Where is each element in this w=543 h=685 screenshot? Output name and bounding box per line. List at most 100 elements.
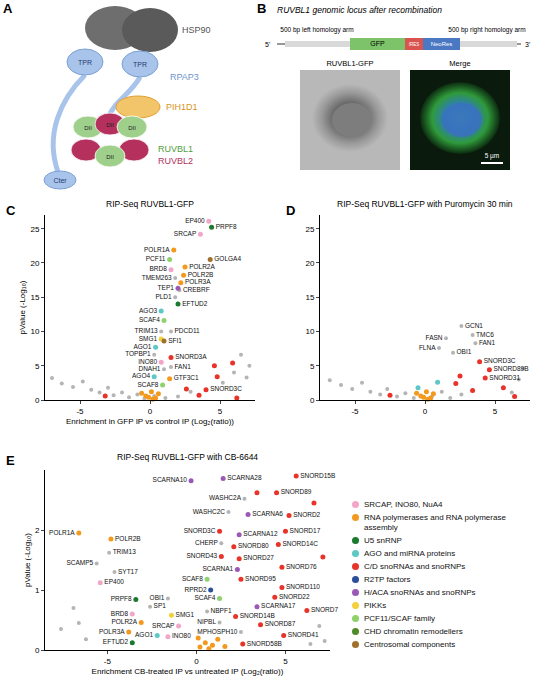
svg-text:RIP-Seq RUVBL1-GFP: RIP-Seq RUVBL1-GFP bbox=[106, 199, 194, 209]
svg-text:SRCAP: SRCAP bbox=[174, 230, 196, 237]
svg-text:5: 5 bbox=[218, 407, 223, 416]
svg-text:NIPBL: NIPBL bbox=[197, 618, 216, 625]
svg-text:5: 5 bbox=[493, 407, 498, 416]
svg-text:SCAMP5: SCAMP5 bbox=[66, 559, 93, 566]
svg-text:SNORD7: SNORD7 bbox=[311, 606, 338, 613]
svg-text:SNORD76: SNORD76 bbox=[286, 563, 317, 570]
svg-text:10: 10 bbox=[305, 327, 314, 336]
svg-text:SNORD22: SNORD22 bbox=[279, 593, 310, 600]
svg-text:EP400: EP400 bbox=[185, 217, 205, 224]
svg-text:PDCD11: PDCD11 bbox=[175, 327, 201, 334]
svg-text:SNORD27: SNORD27 bbox=[243, 554, 274, 561]
svg-text:SCAF8: SCAF8 bbox=[182, 575, 203, 582]
svg-text:0: 0 bbox=[35, 646, 40, 655]
svg-text:D: D bbox=[286, 203, 295, 218]
svg-text:BRD8: BRD8 bbox=[150, 265, 168, 272]
svg-text:IRES: IRES bbox=[409, 42, 420, 47]
svg-text:-5: -5 bbox=[104, 657, 112, 666]
svg-text:SNORD89: SNORD89 bbox=[281, 488, 312, 495]
svg-text:5 µm: 5 µm bbox=[485, 152, 500, 160]
svg-text:Enrichment CB-treated IP vs un: Enrichment CB-treated IP vs untreated IP… bbox=[92, 667, 284, 676]
svg-text:5: 5 bbox=[35, 362, 40, 371]
svg-text:20: 20 bbox=[305, 259, 314, 268]
svg-text:SNORD14C: SNORD14C bbox=[282, 540, 318, 547]
svg-text:RPRD2: RPRD2 bbox=[184, 586, 206, 593]
svg-text:FAN1: FAN1 bbox=[479, 339, 496, 346]
svg-text:Cter: Cter bbox=[53, 177, 67, 184]
svg-text:SNORD87: SNORD87 bbox=[265, 620, 296, 627]
svg-text:MPHOSPH10: MPHOSPH10 bbox=[197, 628, 237, 635]
svg-text:WASHC2C: WASHC2C bbox=[193, 508, 226, 515]
svg-text:POLR1A: POLR1A bbox=[49, 529, 75, 536]
svg-text:GCN1: GCN1 bbox=[465, 322, 483, 329]
svg-text:AGO1: AGO1 bbox=[135, 631, 153, 638]
svg-text:CHERP: CHERP bbox=[195, 539, 218, 546]
svg-text:POLR3A: POLR3A bbox=[185, 278, 211, 285]
svg-text:DII: DII bbox=[84, 125, 92, 131]
svg-text:SCARNA28: SCARNA28 bbox=[227, 474, 262, 481]
svg-text:RPAP3: RPAP3 bbox=[170, 72, 199, 82]
svg-text:EFTUD2: EFTUD2 bbox=[182, 300, 208, 307]
svg-text:B: B bbox=[257, 1, 266, 16]
svg-text:SNORD41: SNORD41 bbox=[288, 631, 319, 638]
svg-text:SNORD3C: SNORD3C bbox=[210, 385, 242, 392]
svg-text:WASHC2A: WASHC2A bbox=[209, 494, 242, 501]
svg-text:POLR2B: POLR2B bbox=[115, 535, 141, 542]
svg-text:GOLGA4: GOLGA4 bbox=[214, 255, 241, 262]
svg-text:pValue (-Log₁₀): pValue (-Log₁₀) bbox=[23, 533, 32, 587]
svg-text:TPR: TPR bbox=[78, 59, 92, 66]
svg-text:FLNA: FLNA bbox=[419, 344, 436, 351]
svg-text:0: 0 bbox=[35, 396, 40, 405]
svg-text:SNORD3C: SNORD3C bbox=[484, 357, 516, 364]
svg-text:0: 0 bbox=[148, 407, 153, 416]
svg-text:BRD8: BRD8 bbox=[111, 610, 129, 617]
svg-text:POLR1A: POLR1A bbox=[144, 246, 170, 253]
svg-text:-5: -5 bbox=[76, 407, 84, 416]
svg-text:SNORD3A: SNORD3A bbox=[175, 353, 207, 360]
svg-text:GFP: GFP bbox=[370, 40, 385, 47]
svg-text:RIP-Seq RUVBL1-GFP with Puromy: RIP-Seq RUVBL1-GFP with Puromycin 30 min bbox=[337, 199, 513, 209]
svg-text:3': 3' bbox=[525, 41, 530, 48]
svg-text:SYT17: SYT17 bbox=[118, 568, 138, 575]
svg-text:Enrichment in GFP IP vs contro: Enrichment in GFP IP vs control IP (Log₂… bbox=[66, 417, 234, 426]
svg-text:SNORD2: SNORD2 bbox=[293, 511, 320, 518]
svg-text:DII: DII bbox=[128, 125, 136, 131]
svg-text:POLR2A: POLR2A bbox=[111, 618, 137, 625]
svg-text:PLD1: PLD1 bbox=[155, 293, 172, 300]
svg-text:SCARNA1: SCARNA1 bbox=[203, 565, 234, 572]
svg-text:SRCAP: SRCAP bbox=[152, 622, 174, 629]
svg-text:POLR2A: POLR2A bbox=[189, 263, 215, 270]
svg-text:INO80: INO80 bbox=[138, 358, 157, 365]
svg-text:RUVBL1-GFP: RUVBL1-GFP bbox=[326, 59, 373, 68]
svg-text:SNORD89B: SNORD89B bbox=[494, 365, 529, 372]
svg-text:pValue (-Log₁₀): pValue (-Log₁₀) bbox=[18, 280, 27, 334]
svg-text:0: 0 bbox=[310, 396, 315, 405]
svg-text:5: 5 bbox=[283, 657, 288, 666]
svg-text:AGO3: AGO3 bbox=[139, 307, 157, 314]
svg-text:CREBRF: CREBRF bbox=[183, 286, 210, 293]
svg-text:EFTUD2: EFTUD2 bbox=[103, 638, 129, 645]
svg-text:1: 1 bbox=[35, 586, 40, 595]
svg-text:SCARNA10: SCARNA10 bbox=[153, 476, 188, 483]
svg-text:OBI1: OBI1 bbox=[457, 348, 472, 355]
svg-text:TRIM13: TRIM13 bbox=[135, 327, 159, 334]
svg-text:RUVBL1 genomic locus after rec: RUVBL1 genomic locus after recombination bbox=[277, 5, 442, 15]
svg-text:TMEM263: TMEM263 bbox=[142, 274, 172, 281]
svg-text:FASN: FASN bbox=[426, 334, 443, 341]
svg-text:RUVBL1: RUVBL1 bbox=[158, 144, 193, 154]
svg-text:20: 20 bbox=[30, 259, 39, 268]
svg-text:AGO4: AGO4 bbox=[132, 372, 150, 379]
svg-text:GTF3C1: GTF3C1 bbox=[174, 374, 199, 381]
svg-text:DII: DII bbox=[106, 122, 114, 128]
svg-text:INO80: INO80 bbox=[172, 632, 191, 639]
svg-text:SMG1: SMG1 bbox=[176, 611, 195, 618]
svg-text:SNORD15B: SNORD15B bbox=[300, 472, 335, 479]
svg-text:C: C bbox=[6, 203, 16, 218]
svg-text:EP400: EP400 bbox=[104, 578, 124, 585]
svg-text:RUVBL2: RUVBL2 bbox=[158, 156, 193, 166]
svg-text:0: 0 bbox=[194, 657, 199, 666]
svg-text:SCARNA12: SCARNA12 bbox=[243, 530, 278, 537]
svg-text:SCARNA17: SCARNA17 bbox=[261, 602, 296, 609]
svg-text:NBPF1: NBPF1 bbox=[211, 607, 232, 614]
svg-text:SCARNA6: SCARNA6 bbox=[252, 510, 283, 517]
